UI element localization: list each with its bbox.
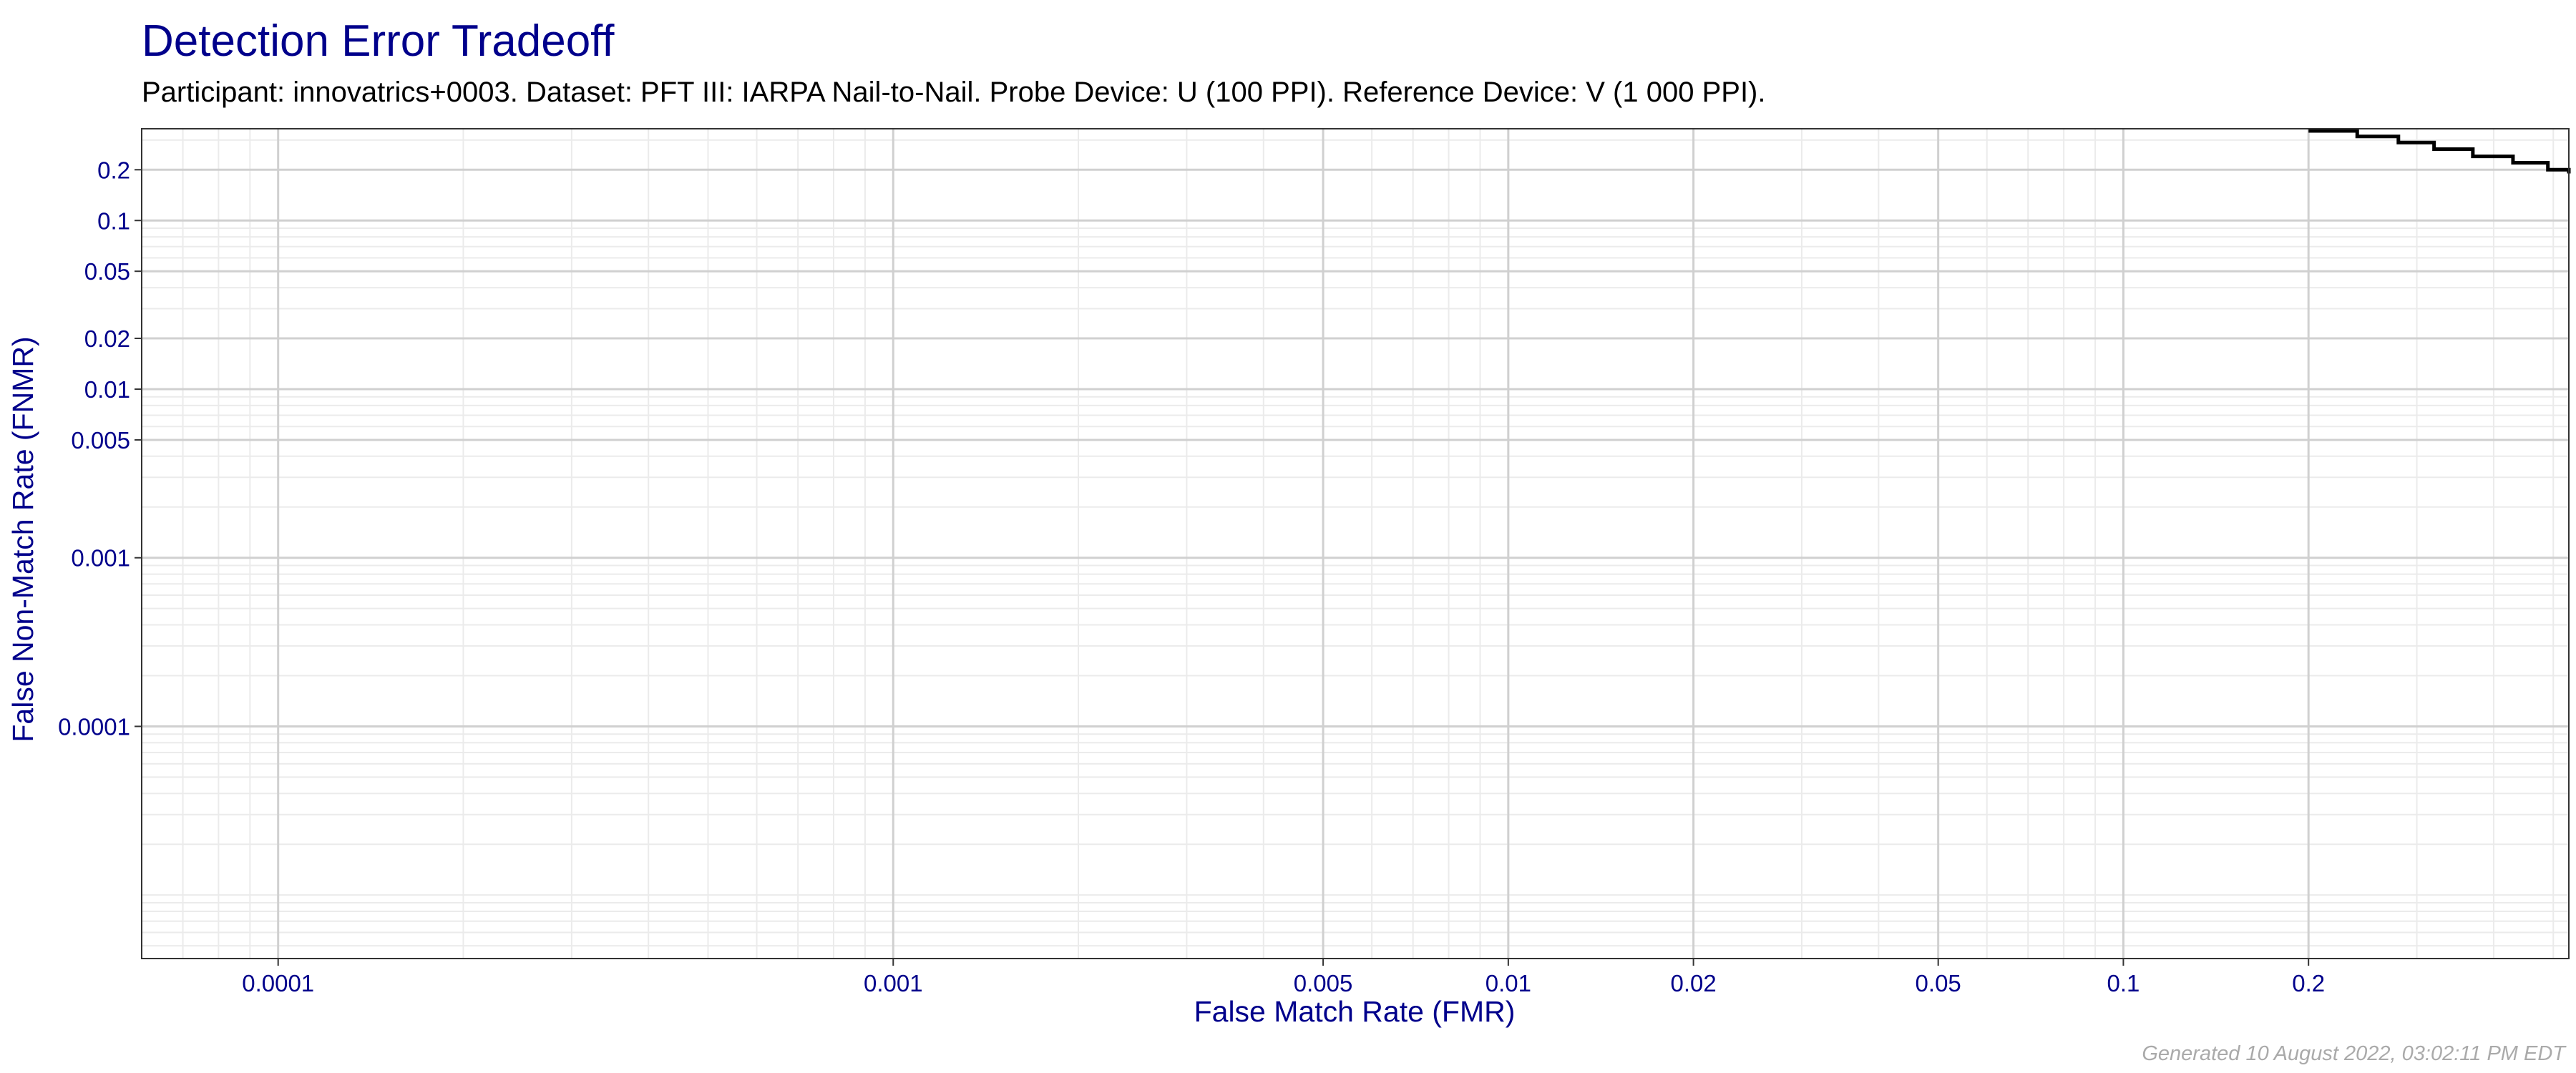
x-tick-label: 0.0001 xyxy=(242,970,314,996)
y-axis-ticks: 0.2 0.1 0.05 0.02 0.01 0.005 0.001 0.0001 xyxy=(58,157,142,740)
y-tick-label: 0.05 xyxy=(84,258,130,285)
x-tick-label: 0.001 xyxy=(864,970,923,996)
y-axis-title: False Non-Match Rate (FNMR) xyxy=(6,336,39,742)
x-tick-label: 0.005 xyxy=(1294,970,1353,996)
y-tick-label: 0.02 xyxy=(84,325,130,352)
plot-panel-border xyxy=(141,128,2570,959)
generated-timestamp: Generated 10 August 2022, 03:02:11 PM ED… xyxy=(2142,1042,2567,1065)
x-axis-ticks: 0.0001 0.001 0.005 0.01 0.02 0.05 0.1 0.2 xyxy=(242,959,2325,996)
y-tick-label: 0.1 xyxy=(97,207,130,234)
x-tick-label: 0.05 xyxy=(1916,970,1961,996)
y-tick-label: 0.005 xyxy=(71,427,130,454)
series-layer xyxy=(2308,129,2571,174)
major-gridlines xyxy=(142,129,2569,959)
x-tick-label: 0.01 xyxy=(1485,970,1531,996)
x-tick-label: 0.2 xyxy=(2292,970,2325,996)
det-curve xyxy=(2308,129,2571,174)
x-tick-label: 0.1 xyxy=(2107,970,2140,996)
x-axis-title: False Match Rate (FMR) xyxy=(1194,995,1516,1028)
minor-gridlines xyxy=(141,129,2569,959)
chart-subtitle: Participant: innovatrics+0003. Dataset: … xyxy=(142,77,1766,108)
chart-title: Detection Error Tradeoff xyxy=(142,16,615,66)
x-tick-label: 0.02 xyxy=(1670,970,1716,996)
y-tick-label: 0.001 xyxy=(71,545,130,572)
y-tick-label: 0.2 xyxy=(97,157,130,183)
y-tick-label: 0.01 xyxy=(84,376,130,403)
y-tick-label: 0.0001 xyxy=(58,713,130,740)
